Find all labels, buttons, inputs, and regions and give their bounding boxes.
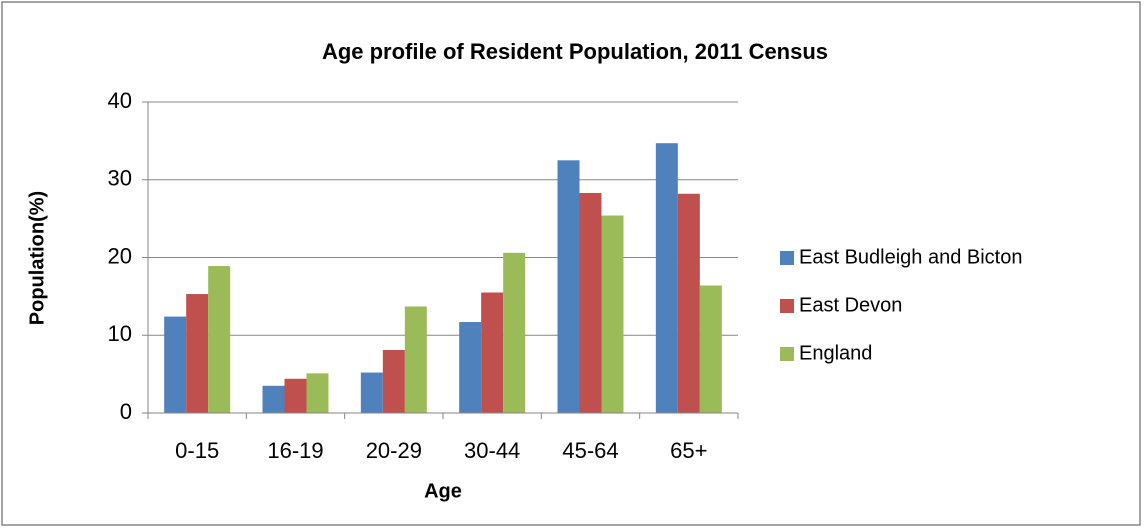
y-tick-label: 20 — [108, 243, 132, 268]
y-tick-label: 10 — [108, 321, 132, 346]
bar — [186, 294, 209, 413]
x-tick-label: 65+ — [670, 438, 707, 463]
bar — [557, 160, 580, 413]
x-tick-label: 30-44 — [464, 438, 520, 463]
bar — [306, 373, 329, 413]
bar — [208, 266, 231, 413]
bar — [459, 322, 482, 413]
bar — [382, 350, 405, 413]
y-tick-label: 30 — [108, 166, 132, 191]
legend-label: England — [799, 342, 872, 364]
bar — [601, 215, 624, 413]
bar — [164, 316, 187, 413]
legend-swatch — [780, 251, 794, 265]
legend-swatch — [780, 299, 794, 313]
chart-title: Age profile of Resident Population, 2011… — [322, 39, 828, 64]
y-tick-label: 40 — [108, 88, 132, 113]
x-tick-label: 0-15 — [175, 438, 219, 463]
y-tick-label: 0 — [120, 399, 132, 424]
bar — [655, 143, 678, 413]
bar — [699, 285, 722, 413]
bar — [360, 372, 383, 413]
bar — [404, 306, 427, 413]
x-axis-title: Age — [424, 480, 462, 502]
x-tick-label: 45-64 — [562, 438, 618, 463]
x-tick-label: 20-29 — [366, 438, 422, 463]
bar — [503, 252, 526, 413]
x-tick-label: 16-19 — [267, 438, 323, 463]
legend-label: East Budleigh and Bicton — [799, 246, 1023, 268]
bar — [677, 193, 700, 413]
bar — [481, 292, 504, 413]
bar — [579, 192, 602, 413]
bar — [262, 385, 285, 413]
legend-label: East Devon — [799, 294, 902, 316]
y-axis-title: Population(%) — [26, 191, 48, 325]
bar — [284, 378, 307, 413]
legend-swatch — [780, 347, 794, 361]
